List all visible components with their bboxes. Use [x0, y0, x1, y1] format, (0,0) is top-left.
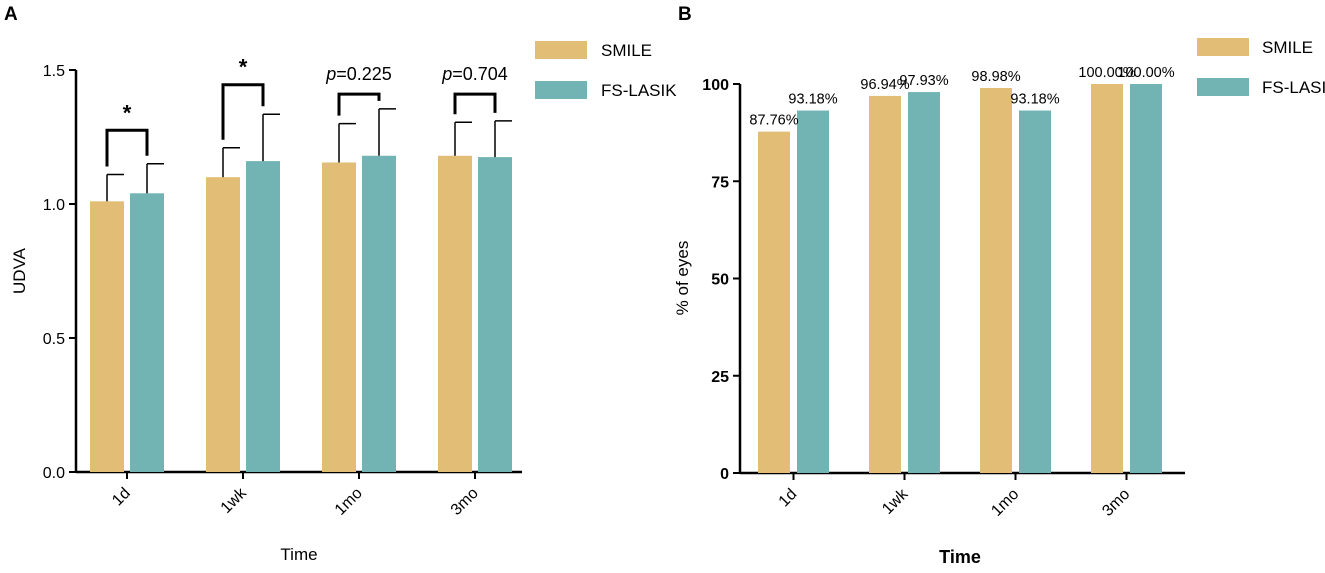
panel-b-xtick-label: 1mo	[988, 486, 1022, 520]
panel-a-ytick-label: 0.0	[43, 465, 65, 482]
panel-a-bar	[90, 201, 124, 472]
panel-b: B 0 25 50 75 100 1d 1wk 1mo 3mo 87.76% 93.18% 96.…	[673, 4, 1325, 567]
panel-a-xtick-label: 1mo	[332, 485, 366, 519]
panel-a-bar	[362, 155, 396, 472]
panel-a-bar	[438, 155, 472, 472]
panel-b-bar	[869, 95, 901, 474]
panel-a-bar	[206, 177, 240, 472]
panel-a-significance-bracket	[453, 92, 497, 115]
panel-b-ytick-label: 75	[711, 174, 729, 191]
panel-a-legend-swatch-fslasik	[535, 81, 587, 99]
panel-a-significance-star: *	[123, 100, 132, 125]
panel-a-p-value: p=0.225	[325, 64, 392, 84]
panel-a-ytick-label: 1.5	[43, 63, 65, 80]
panel-a-legend-smile: SMILE	[601, 41, 652, 60]
panel-a-legend: SMILE FS-LASIK	[535, 41, 677, 100]
panel-b-ytick-label: 0	[720, 466, 729, 483]
panel-a-ylabel: UDVA	[10, 247, 29, 294]
panel-b-data-label: 98.98%	[971, 69, 1020, 85]
panel-b-legend-swatch-smile	[1197, 38, 1249, 56]
panel-a-y-ticks: 0.0 0.5 1.0 1.5	[43, 63, 76, 482]
panel-a-p-value: p=0.704	[441, 64, 508, 84]
panel-b-bar	[1019, 110, 1051, 474]
panel-b-data-label: 87.76%	[749, 113, 798, 129]
panel-b-legend-fslasik: FS-LASIK	[1262, 78, 1325, 97]
panel-b-bar	[1091, 84, 1123, 473]
panel-b-y-ticks: 0 25 50 75 100	[702, 77, 740, 483]
panel-a-p-symbol: p	[325, 64, 336, 84]
panel-b-ytick-label: 25	[711, 369, 729, 386]
panel-a-xlabel: Time	[280, 545, 317, 564]
panel-a-p-number: =0.704	[452, 64, 508, 84]
panel-b-legend-smile: SMILE	[1262, 38, 1313, 57]
panel-b-data-label: 96.94%	[860, 77, 909, 93]
panel-a-bars	[90, 108, 512, 472]
panel-a-label: A	[4, 4, 18, 25]
panel-b-bar	[908, 92, 940, 473]
panel-a-bar	[322, 162, 356, 472]
panel-b-ytick-label: 50	[711, 272, 729, 289]
panel-a-significance-bracket	[105, 128, 149, 167]
panel-a-significance: ** p=0.225 p=0.704	[105, 55, 508, 167]
panel-a-xtick-label: 1wk	[218, 484, 251, 517]
panel-b-bar	[797, 110, 829, 474]
panel-b-bar	[980, 87, 1012, 473]
panel-b-data-label: 100.00%	[1078, 65, 1135, 81]
panel-b-bar	[758, 131, 790, 474]
panel-b-data-label: 93.18%	[1010, 92, 1059, 108]
panel-b-data-labels: 87.76% 93.18% 96.94%97.93% 98.98% 93.18% 100.…	[749, 65, 1174, 129]
panel-a-xtick-label: 1d	[109, 485, 134, 510]
panel-b-xtick-label: 3mo	[1099, 486, 1133, 520]
panel-b-data-label: 97.93%	[899, 73, 948, 89]
panel-b-ylabel: % of eyes	[673, 241, 692, 316]
panel-b-legend: SMILE FS-LASIK	[1197, 38, 1325, 97]
panel-b-data-label: 100.00%	[1117, 65, 1174, 81]
panel-b-xtick-label: 1wk	[879, 485, 912, 518]
panel-b-bars	[758, 84, 1162, 474]
panel-a-ytick-label: 1.0	[43, 197, 65, 214]
panel-a-xtick-label: 3mo	[448, 485, 482, 519]
panel-a-p-symbol: p	[441, 64, 452, 84]
panel-a-bar	[246, 161, 280, 472]
panel-b-legend-swatch-fslasik	[1197, 78, 1249, 96]
panel-a-bar	[478, 157, 512, 472]
panel-a-significance-star: *	[239, 55, 248, 80]
panel-b-bar	[1130, 84, 1162, 473]
panel-a: A 0.00.51.01.5 1d 1wk 1mo 3mo ** p=0.225 p=0.…	[4, 4, 677, 564]
panel-a-legend-fslasik: FS-LASIK	[601, 81, 677, 100]
panel-a-bar	[130, 193, 164, 472]
panel-b-x-ticks: 1d 1wk 1mo 3mo	[776, 473, 1133, 520]
panel-a-p-number: =0.225	[336, 64, 392, 84]
panel-a-legend-swatch-smile	[535, 41, 587, 59]
panel-a-ytick-label: 0.5	[43, 331, 65, 348]
panel-b-data-label: 93.18%	[788, 92, 837, 108]
panel-a-significance-bracket	[221, 83, 265, 140]
panel-b-xlabel: Time	[939, 547, 981, 567]
panel-b-label: B	[678, 4, 692, 25]
panel-b-ytick-label: 100	[702, 77, 729, 94]
panel-a-significance-bracket	[337, 92, 381, 116]
panel-b-xtick-label: 1d	[776, 486, 801, 511]
panel-a-x-ticks: 1d 1wk 1mo 3mo	[109, 472, 482, 519]
